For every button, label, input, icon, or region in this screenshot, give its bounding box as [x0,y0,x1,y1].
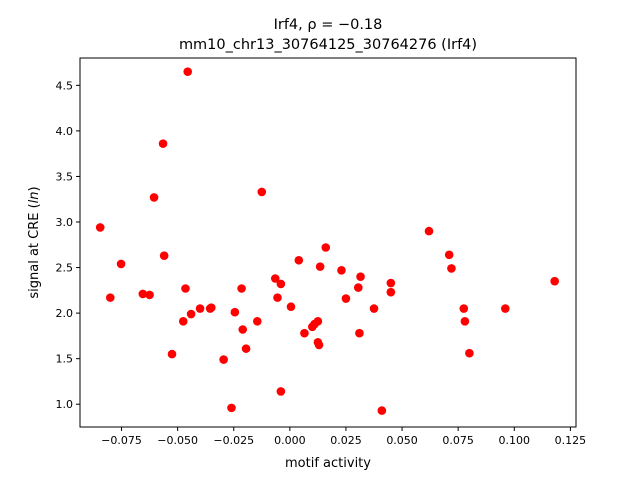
x-tick-label: 0.050 [386,434,418,447]
data-point [227,403,236,413]
y-axis-label-prefix: signal at CRE ( [27,203,42,298]
data-point [145,290,154,300]
data-point [276,387,286,396]
data-point [149,193,159,202]
data-point [253,317,262,326]
data-point [138,289,148,299]
data-point [341,294,351,303]
plot-frame [79,57,577,428]
data-point [447,264,456,273]
data-point [501,304,510,313]
y-tick-label: 1.5 [56,353,74,366]
data-point [315,262,325,271]
chart-title-line-2: mm10_chr13_30764125_30764276 (Irf4) [179,37,477,53]
x-tick-label: 0.075 [442,434,474,447]
y-axis-label-suffix: ) [27,186,42,191]
y-tick-label: 2.0 [56,307,74,320]
data-point [355,328,364,338]
data-point [206,303,216,312]
data-points [95,67,559,415]
data-point [460,317,470,326]
data-point [241,344,251,353]
y-tick-label: 1.0 [56,398,74,411]
data-point [237,284,246,293]
data-point [353,283,363,292]
data-point [321,243,331,252]
data-point [276,279,286,289]
data-point [550,276,559,286]
y-tick-label: 2.5 [56,262,74,275]
data-point [158,139,168,148]
x-tick-label: 0.125 [555,434,587,447]
data-point [186,309,196,319]
data-point [313,317,323,326]
data-point [230,307,240,317]
y-axis-label: signal at CRE (ln) [27,186,42,298]
data-point [286,302,296,312]
data-point [424,226,434,236]
y-axis-ticks: 1.0 1.5 2.0 2.5 3.0 3.5 4.0 4.5 [56,79,80,411]
y-tick-label: 4.5 [56,79,74,92]
data-point [167,349,177,359]
data-point [195,304,205,313]
data-point [178,317,188,326]
data-point [369,304,379,313]
data-point [159,251,169,261]
data-point [238,325,248,334]
x-tick-label: −0.025 [213,434,254,447]
data-point [386,287,396,297]
data-point [95,223,105,232]
y-tick-label: 4.0 [56,125,74,138]
data-point [444,250,454,260]
data-point [337,265,346,275]
data-point [294,255,304,265]
data-point [465,348,474,358]
y-axis-label-unit: ln [27,191,42,203]
x-axis-label: motif activity [285,456,371,471]
x-tick-label: 0.100 [499,434,531,447]
data-point [356,272,365,281]
x-tick-label: −0.075 [101,434,142,447]
data-point [219,355,228,364]
y-tick-label: 3.0 [56,216,74,229]
data-point [105,293,115,302]
data-point [183,67,193,76]
x-tick-label: 0.000 [274,434,306,447]
chart-title-line-1: Irf4, ρ = −0.18 [274,17,383,33]
data-point [300,328,309,338]
data-point [459,304,469,313]
x-tick-label: −0.050 [157,434,198,447]
y-tick-label: 3.5 [56,170,74,183]
data-point [116,259,126,269]
x-tick-label: 0.025 [330,434,362,447]
data-point [377,406,387,415]
x-axis-ticks: −0.075 −0.050 −0.025 0.000 0.025 0.050 0.075 0.… [101,427,586,447]
data-point [273,293,282,302]
data-point [257,187,267,197]
data-point [314,340,324,350]
data-point [270,274,280,283]
data-point [181,284,190,293]
data-point [386,278,396,288]
